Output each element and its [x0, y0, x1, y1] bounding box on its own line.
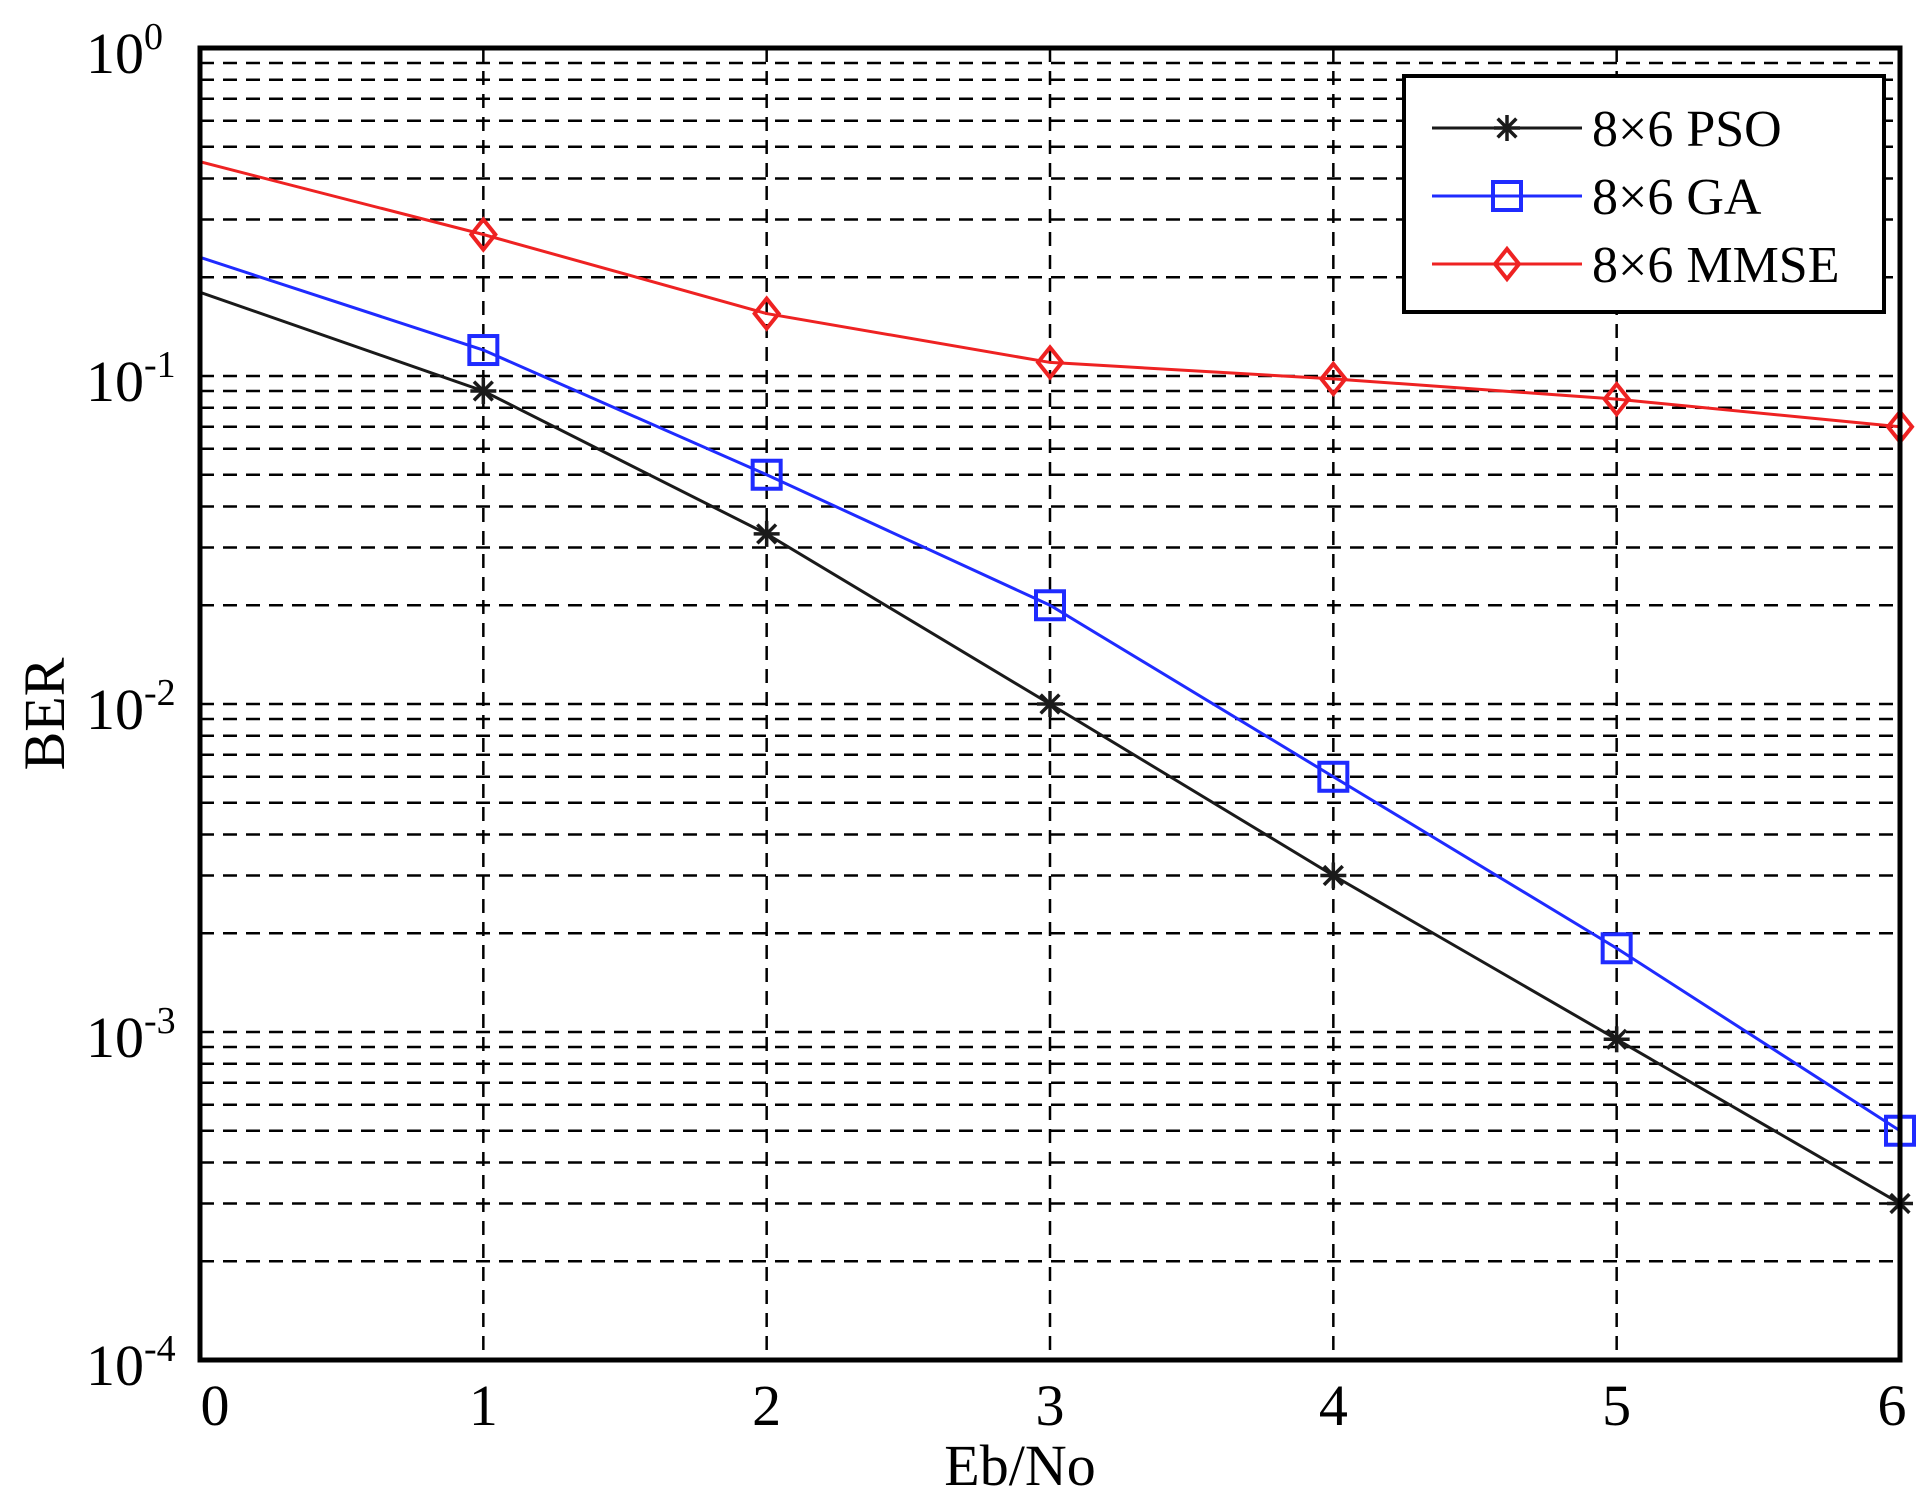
- y-tick-label: 10-4: [86, 1328, 176, 1398]
- x-tick-label: 3: [1036, 1373, 1065, 1438]
- data-point: [1318, 360, 1348, 398]
- legend-marker: [1492, 245, 1522, 283]
- series-square: [200, 255, 1916, 1147]
- data-point: [753, 520, 780, 547]
- data-point: [467, 334, 500, 367]
- data-point: [1600, 932, 1633, 965]
- legend-entries: 8×6 PSO 8×6 GA 8×6 MMSE: [1432, 101, 1839, 294]
- legend-marker: [1494, 115, 1520, 141]
- x-tick-label: 1: [469, 1373, 498, 1438]
- y-tick-base: 10: [86, 1333, 144, 1398]
- x-tick-label: 6: [1878, 1373, 1907, 1438]
- series-line: [200, 160, 1900, 429]
- y-tick-base: 10: [86, 21, 144, 86]
- star-stroke: [756, 523, 778, 545]
- legend-entry: 8×6 PSO: [1432, 101, 1782, 158]
- data-point: [750, 458, 783, 491]
- y-tick-exponent: -4: [144, 1328, 176, 1370]
- legend-marker: [1491, 180, 1523, 212]
- data-point: [1603, 1026, 1630, 1053]
- legend-label: 8×6 MMSE: [1592, 237, 1839, 294]
- y-axis-label: BER: [12, 657, 77, 770]
- star-stroke: [1322, 864, 1344, 887]
- y-tick-exponent: -1: [144, 344, 176, 386]
- series-layer: [200, 160, 1916, 1217]
- y-tick-exponent: 0: [144, 16, 163, 58]
- star-stroke: [472, 380, 494, 402]
- y-tick-base: 10: [86, 1005, 144, 1070]
- legend: 8×6 PSO 8×6 GA 8×6 MMSE: [1402, 74, 1886, 314]
- star-stroke: [1039, 693, 1061, 715]
- y-tick-base: 10: [86, 677, 144, 742]
- x-tick-label: 4: [1319, 1373, 1348, 1438]
- data-point: [1317, 760, 1350, 793]
- legend-entry: 8×6 GA: [1432, 169, 1762, 226]
- data-point: [470, 378, 497, 405]
- series-line: [200, 255, 1900, 1132]
- star-stroke: [1496, 117, 1518, 139]
- x-axis-label: Eb/No: [944, 1433, 1095, 1496]
- data-point: [752, 295, 782, 332]
- y-tick-exponent: -3: [144, 1000, 176, 1042]
- y-tick-label: 10-2: [86, 672, 176, 742]
- data-point: [1034, 589, 1066, 622]
- data-point: [1035, 344, 1065, 381]
- y-tick-base: 10: [86, 349, 144, 414]
- star-stroke: [1606, 1028, 1628, 1050]
- y-tick-exponent: -2: [144, 672, 176, 714]
- legend-label: 8×6 GA: [1592, 169, 1762, 226]
- x-tick-label: 2: [752, 1373, 781, 1438]
- legend-label: 8×6 PSO: [1592, 101, 1782, 158]
- x-tick-label: 0: [201, 1373, 230, 1438]
- data-point: [1320, 862, 1347, 889]
- data-point: [1602, 380, 1632, 418]
- y-tick-label: 100: [86, 16, 163, 86]
- legend-entry: 8×6 MMSE: [1432, 237, 1839, 294]
- data-point: [1037, 691, 1063, 717]
- plot-frame: [197, 45, 1903, 1363]
- data-point: [468, 216, 498, 253]
- y-tick-label: 10-3: [86, 1000, 176, 1070]
- legend-box: [1402, 74, 1886, 314]
- x-tick-label: 5: [1602, 1373, 1631, 1438]
- y-tick-label: 10-1: [86, 344, 176, 414]
